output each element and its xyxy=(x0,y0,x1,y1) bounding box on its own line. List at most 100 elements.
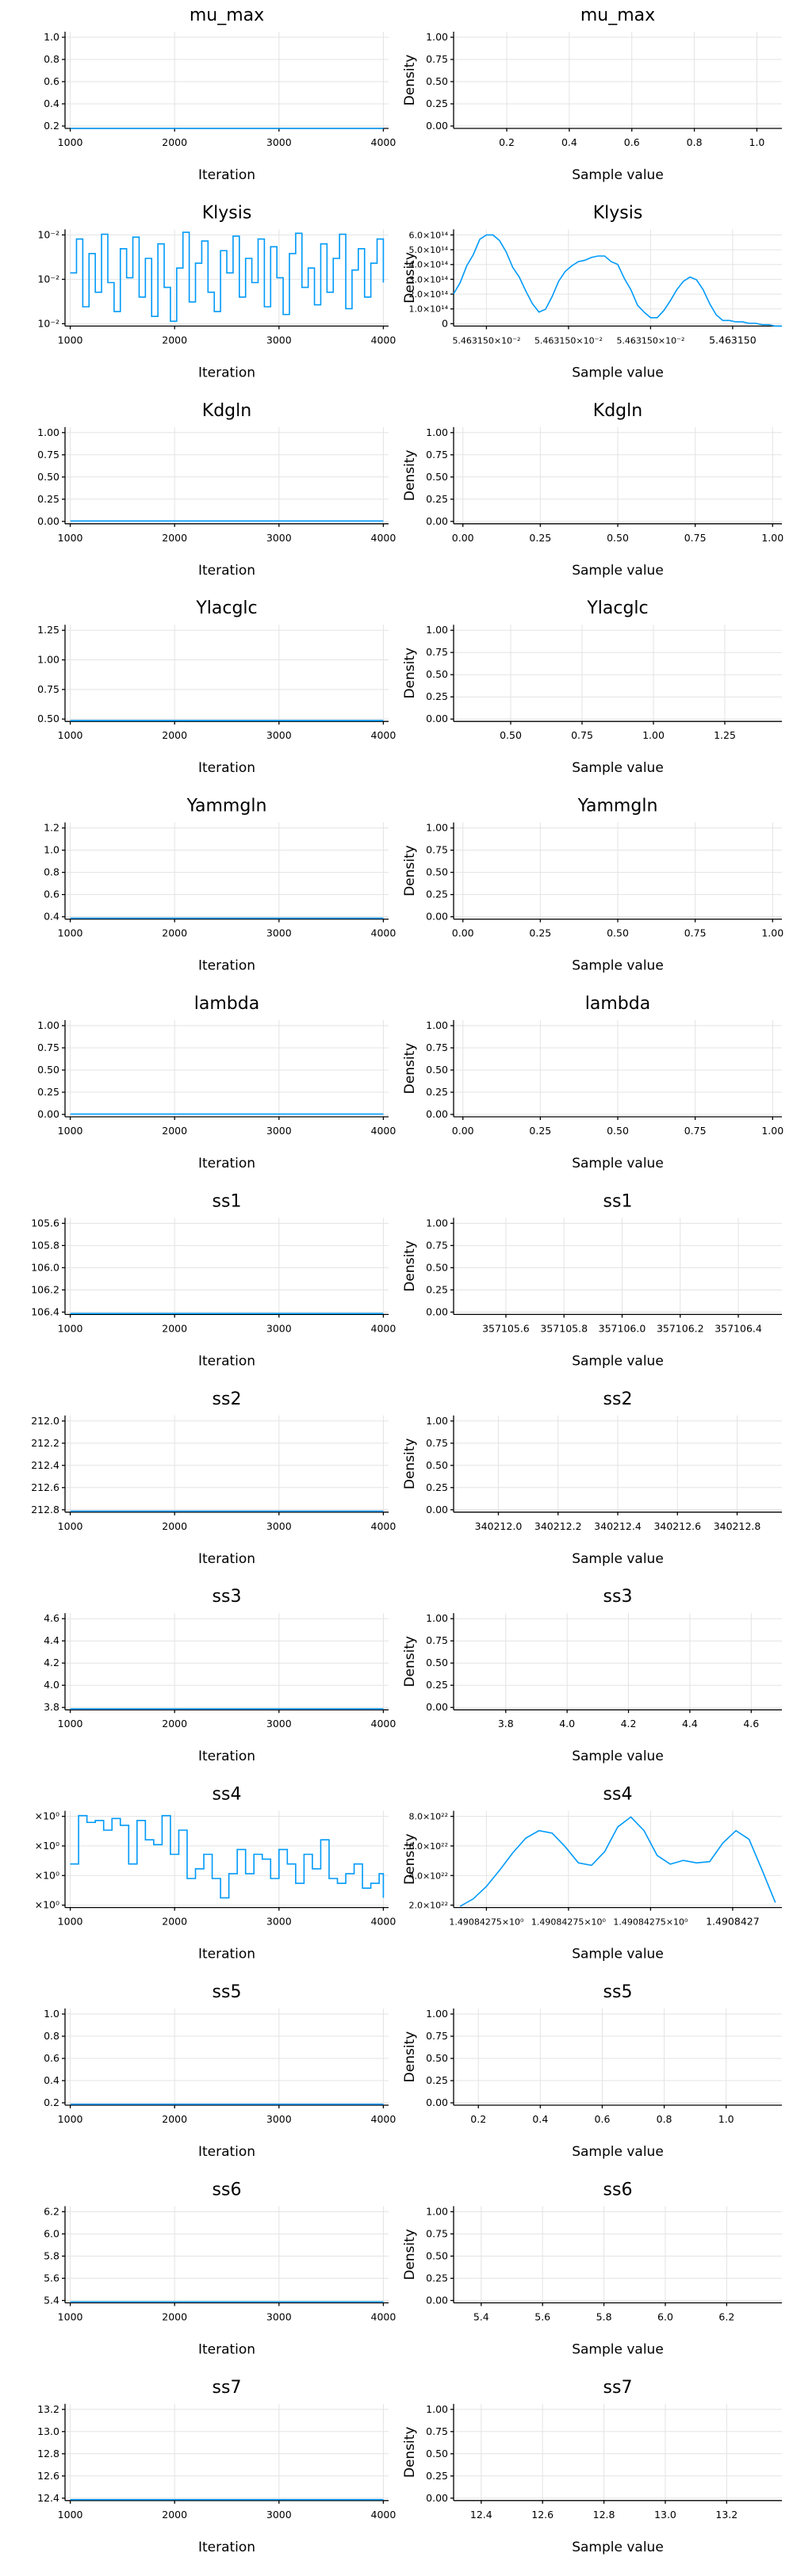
y-tick-label: 0.25 xyxy=(426,97,448,109)
y-tick-label: 106.2 xyxy=(31,1283,59,1295)
traceplot-Yammgln: Yammgln 1000 2000 3000 4000 0.4 0.6 0.8 1.0 1.2 It… xyxy=(44,797,396,974)
x-tick-label: 2000 xyxy=(162,927,187,939)
y-tick-label: 0.00 xyxy=(37,515,59,527)
y-tick-label: 0.75 xyxy=(426,844,448,856)
y-tick-label: 1.00 xyxy=(426,1019,448,1031)
y-tick-label: 3.8 xyxy=(44,1701,59,1713)
x-tick-label: 13.0 xyxy=(654,2509,676,2521)
x-tick-label: 4000 xyxy=(371,729,396,741)
y-tick-label: 5.4 xyxy=(44,2294,59,2306)
x-tick-label: 0.00 xyxy=(452,532,474,544)
x-tick-label: 4000 xyxy=(371,532,396,544)
x-tick-label: 0.2 xyxy=(470,2113,486,2125)
x-axis-label: Iteration xyxy=(198,1353,255,1369)
x-tick-label: 3000 xyxy=(266,136,292,148)
y-tick-label: 0.25 xyxy=(426,889,448,900)
x-tick-label: 3000 xyxy=(266,1125,292,1137)
x-tick-label: 4.6 xyxy=(743,1718,759,1729)
x-tick-label: 340212.8 xyxy=(714,1520,761,1532)
y-tick-label: 1.00 xyxy=(37,1019,59,1031)
x-tick-label: 0.75 xyxy=(684,532,707,544)
traceplot-lambda: lambda 1000 2000 3000 4000 0.00 0.25 0.50 0.75 1.… xyxy=(37,994,396,1171)
y-axis-label: Density xyxy=(402,55,418,106)
x-tick-label: 340212.2 xyxy=(534,1520,582,1532)
x-tick-label: 357105.8 xyxy=(540,1322,588,1334)
x-axis-label: Iteration xyxy=(198,1947,255,1963)
y-tick-label: 0.50 xyxy=(37,713,59,724)
density-ss6: ss6 5.4 5.6 5.8 6.0 6.2 0.00 0.25 0.50 0.75 1.00 Sa… xyxy=(402,2180,782,2357)
x-axis-label: Sample value xyxy=(572,760,664,776)
x-tick-label: 357106.0 xyxy=(599,1322,646,1334)
y-axis-label: Density xyxy=(402,1636,418,1687)
y-tick-label: 0.25 xyxy=(426,493,448,505)
y-axis-label: Density xyxy=(402,2426,418,2478)
y-axis-label: Density xyxy=(402,1833,418,1885)
x-tick-label: 1000 xyxy=(58,2113,83,2125)
y-tick-label: 5.6 xyxy=(44,2272,59,2284)
y-axis-label: Density xyxy=(402,2229,418,2280)
traceplot-ss4: ss4 1000 2000 3000 4000 ×10⁰ ×10⁰ ×10⁰ ×10⁰ Itera… xyxy=(35,1785,396,1963)
y-tick-label: 1.0 xyxy=(44,844,59,856)
x-tick-label: 0.2 xyxy=(499,136,515,148)
panel-title: mu_max xyxy=(580,6,655,25)
y-tick-label: 10⁻² xyxy=(37,273,59,285)
x-tick-label: 13.2 xyxy=(715,2509,737,2521)
y-tick-label: 0.2 xyxy=(44,120,59,132)
traceplot-Ylacglc: Ylacglc 1000 2000 3000 4000 0.50 0.75 1.00 1.25 I… xyxy=(37,598,396,776)
density-ss1: ss1 357105.6 357105.8 357106.0 357106.2 35710… xyxy=(402,1191,782,1369)
y-tick-label: 0.75 xyxy=(426,449,448,461)
x-tick-label: 2000 xyxy=(162,1916,187,1928)
y-tick-label: 0.50 xyxy=(426,1657,448,1668)
y-tick-label: 4.6 xyxy=(44,1612,59,1624)
y-tick-label: 12.8 xyxy=(37,2448,59,2459)
x-tick-label: 4.4 xyxy=(682,1718,698,1729)
x-tick-label: 4000 xyxy=(371,2113,396,2125)
density-Klysis: Klysis 5.463150×10⁻² 5.463150×10⁻² 5.463150… xyxy=(402,203,782,380)
panel-title: Yammgln xyxy=(186,797,267,816)
x-tick-label: 0.4 xyxy=(561,136,577,148)
x-axis-label: Sample value xyxy=(572,1749,664,1764)
y-tick-label: 0.00 xyxy=(426,2096,448,2108)
y-axis-label: Density xyxy=(402,1043,418,1095)
x-tick-label: 1000 xyxy=(58,532,83,544)
x-tick-label: 2000 xyxy=(162,1718,187,1729)
x-tick-label: 0.25 xyxy=(529,1125,551,1137)
y-tick-label: 1.00 xyxy=(37,426,59,438)
y-tick-label: 4.2 xyxy=(44,1657,59,1668)
x-axis-label: Sample value xyxy=(572,958,664,974)
x-tick-label: 1.0 xyxy=(718,2113,734,2125)
y-tick-label: 6.0 xyxy=(44,2227,59,2239)
x-tick-label: 1.4908427 xyxy=(706,1916,760,1928)
y-tick-label: 13.2 xyxy=(37,2403,59,2415)
panel-title: ss4 xyxy=(213,1785,242,1805)
y-tick-label: 0.4 xyxy=(44,2074,59,2086)
y-tick-label: 0.8 xyxy=(44,2030,59,2042)
y-tick-label: 0.25 xyxy=(426,2074,448,2086)
density-Ylacglc: Ylacglc 0.50 0.75 1.00 1.25 0.00 0.25 0.50 0.75 1… xyxy=(402,598,782,776)
panel-title: Yammgln xyxy=(577,797,658,816)
x-axis-label: Sample value xyxy=(572,2540,664,2555)
y-tick-label: 6.0×10¹⁴ xyxy=(408,230,448,240)
y-tick-label: 0.00 xyxy=(426,911,448,923)
x-tick-label: 3000 xyxy=(266,1718,292,1729)
x-tick-label: 1.25 xyxy=(714,729,736,741)
y-tick-label: 0.8 xyxy=(44,866,59,878)
y-tick-label: 1.00 xyxy=(426,2008,448,2020)
x-tick-label: 5.8 xyxy=(596,2310,612,2322)
y-axis-label: Density xyxy=(402,2031,418,2083)
x-tick-label: 0.75 xyxy=(684,1125,707,1137)
density-ss3: ss3 3.8 4.0 4.2 4.4 4.6 0.00 0.25 0.50 0.75 1.00 Sa… xyxy=(402,1587,782,1764)
x-axis-label: Sample value xyxy=(572,365,664,380)
x-tick-label: 357105.6 xyxy=(482,1322,530,1334)
y-tick-label: 4.0×10²² xyxy=(408,1871,448,1881)
y-tick-label: 0.50 xyxy=(426,75,448,87)
density-lambda: lambda 0.00 0.25 0.50 0.75 1.00 0.00 0.25 0.50 0.… xyxy=(402,994,783,1171)
panel-title: lambda xyxy=(194,994,259,1014)
x-tick-label: 3000 xyxy=(266,927,292,939)
y-tick-label: 0.4 xyxy=(44,97,59,109)
x-tick-label: 2000 xyxy=(162,2310,187,2322)
x-tick-label: 1000 xyxy=(58,729,83,741)
x-tick-label: 2000 xyxy=(162,334,187,346)
x-tick-label: 1000 xyxy=(58,1125,83,1137)
x-axis-label: Iteration xyxy=(198,2540,255,2555)
